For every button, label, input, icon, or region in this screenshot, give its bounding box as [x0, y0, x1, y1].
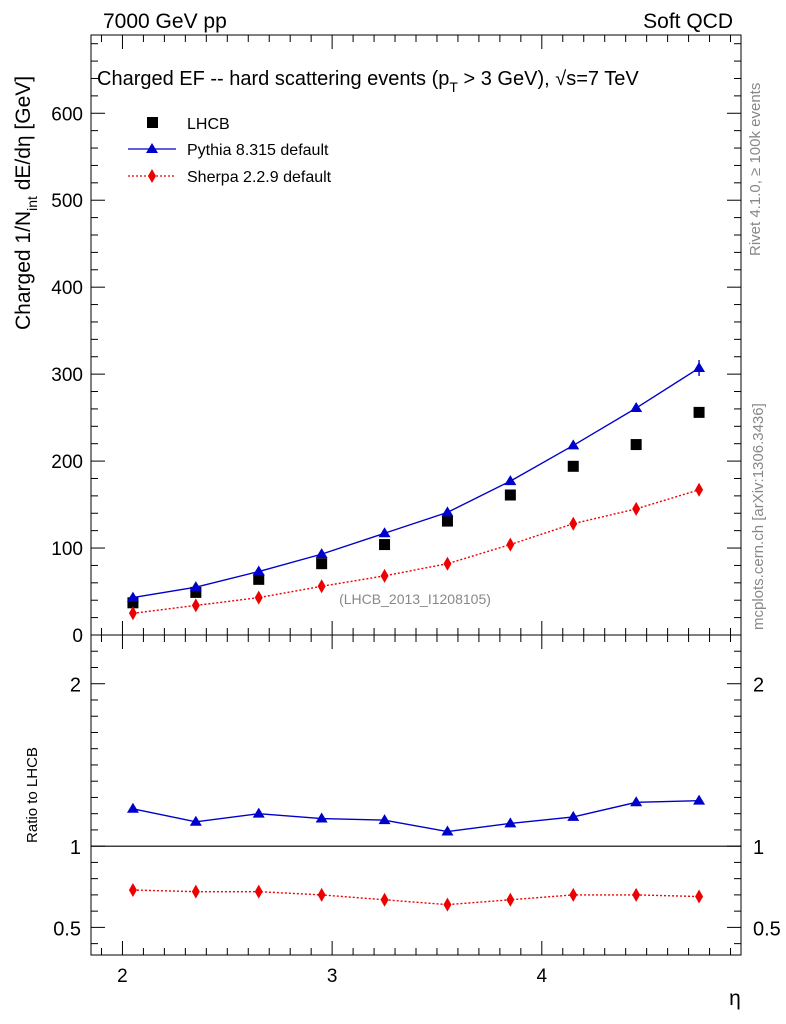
- ratio-line-sherpa: [132, 889, 700, 906]
- ratio-frame: [90, 634, 742, 956]
- series-line-pythia: [132, 367, 700, 599]
- legend-marker-lhcb: [147, 117, 158, 128]
- ratio-tick-label: 2: [70, 675, 81, 697]
- ratio-point-pythia: [315, 812, 328, 823]
- ratio-point-pythia: [189, 815, 202, 826]
- point-sherpa: [506, 537, 515, 552]
- ratio-point-sherpa: [506, 892, 515, 907]
- mcplots-label: mcplots.cern.ch [arXiv:1306.3436]: [750, 403, 767, 630]
- point-pythia: [315, 548, 328, 559]
- x-tick-label: 2: [117, 966, 128, 987]
- ratio-point-sherpa: [632, 887, 641, 902]
- ratio-point-sherpa: [254, 884, 263, 899]
- point-data: [441, 515, 453, 527]
- ratio-point-pythia: [252, 807, 265, 818]
- y-tick-label: 100: [51, 539, 83, 560]
- header-right: Soft QCD: [643, 10, 733, 33]
- y-tick-label: 400: [51, 278, 83, 299]
- ratio-axes: 2 3 4 0.5 0.5 1 1 2 2: [53, 635, 781, 987]
- legend-marker-pythia: [146, 143, 158, 153]
- point-sherpa: [443, 556, 452, 571]
- legend-label-sherpa: Sherpa 2.2.9 default: [187, 169, 332, 186]
- ratio-tick-label: 1: [70, 837, 81, 859]
- point-pythia: [189, 581, 202, 592]
- ratio-point-sherpa: [443, 897, 452, 912]
- chart-title: Charged EF -- hard scattering events (pT…: [97, 68, 639, 95]
- ratio-tick-label-right: 0.5: [753, 918, 781, 940]
- ratio-line-pythia: [132, 799, 700, 833]
- point-data: [567, 460, 579, 472]
- point-pythia: [378, 527, 391, 538]
- point-sherpa: [128, 606, 137, 621]
- point-data: [127, 597, 139, 609]
- point-data: [379, 539, 391, 551]
- point-sherpa: [254, 590, 263, 605]
- point-data: [693, 406, 705, 418]
- point-sherpa: [569, 516, 578, 531]
- legend-marker-sherpa: [148, 169, 156, 183]
- ratio-point-sherpa: [317, 887, 326, 902]
- ratio-point-pythia: [504, 817, 517, 828]
- rivet-label: Rivet 4.1.0, ≥ 100k events: [747, 83, 764, 256]
- ylabel-head: Charged 1/N: [12, 211, 35, 330]
- point-data: [253, 573, 265, 585]
- ratio-point-sherpa: [380, 892, 389, 907]
- ratio-point-pythia: [441, 825, 454, 836]
- point-pythia: [567, 439, 580, 450]
- legend-label-lhcb: LHCB: [187, 116, 230, 133]
- y-tick-label: 300: [51, 365, 83, 386]
- ratio-point-sherpa: [128, 883, 137, 898]
- point-sherpa: [632, 501, 641, 516]
- point-pythia: [504, 475, 517, 486]
- point-data: [316, 558, 328, 570]
- ylabel-tail: dE/dη [GeV]: [12, 76, 35, 196]
- ratio-point-sherpa: [695, 889, 704, 904]
- point-pythia: [630, 402, 643, 413]
- y-tick-label: 500: [51, 191, 83, 212]
- main-axes: 0 100 200 300 400 500 600: [51, 35, 741, 647]
- ratio-point-pythia: [693, 794, 706, 805]
- point-sherpa: [317, 579, 326, 594]
- header-left: 7000 GeV pp: [103, 10, 227, 33]
- ratio-point-sherpa: [191, 884, 200, 899]
- point-sherpa: [695, 482, 704, 497]
- point-sherpa: [191, 598, 200, 613]
- ratio-point-pythia: [567, 810, 580, 821]
- y-tick-label: 600: [51, 104, 83, 125]
- ratio-ylabel: Ratio to LHCB: [24, 747, 41, 843]
- ratio-point-pythia: [630, 796, 643, 807]
- point-data: [190, 586, 202, 598]
- ratio-tick-label: 0.5: [53, 918, 81, 940]
- title-subscript: T: [449, 79, 458, 95]
- point-sherpa: [380, 568, 389, 583]
- y-tick-label: 200: [51, 452, 83, 473]
- title-head: Charged EF -- hard scattering events (p: [97, 68, 449, 90]
- ratio-tick-label-right: 1: [753, 837, 764, 859]
- point-pythia: [252, 565, 265, 576]
- main-ylabel: Charged 1/Nint dE/dη [GeV]: [12, 76, 40, 330]
- x-tick-label: 4: [537, 966, 548, 987]
- y-tick-label: 0: [72, 626, 83, 647]
- ratio-point-pythia: [126, 802, 139, 813]
- title-tail: > 3 GeV), √s=7 TeV: [458, 68, 639, 90]
- ratio-point-sherpa: [569, 887, 578, 902]
- x-axis-label: η: [729, 987, 741, 1010]
- point-data: [504, 489, 516, 501]
- legend-label-pythia: Pythia 8.315 default: [187, 142, 329, 159]
- x-tick-label: 3: [327, 966, 338, 987]
- ylabel-subscript: int: [24, 196, 40, 211]
- analysis-watermark: (LHCB_2013_I1208105): [339, 591, 491, 607]
- legend: LHCB Pythia 8.315 default Sherpa 2.2.9 d…: [128, 116, 332, 186]
- point-pythia: [126, 591, 139, 602]
- ratio-tick-label-right: 2: [753, 675, 764, 697]
- point-data: [630, 439, 642, 451]
- point-pythia: [441, 506, 454, 517]
- ratio-point-pythia: [378, 814, 391, 825]
